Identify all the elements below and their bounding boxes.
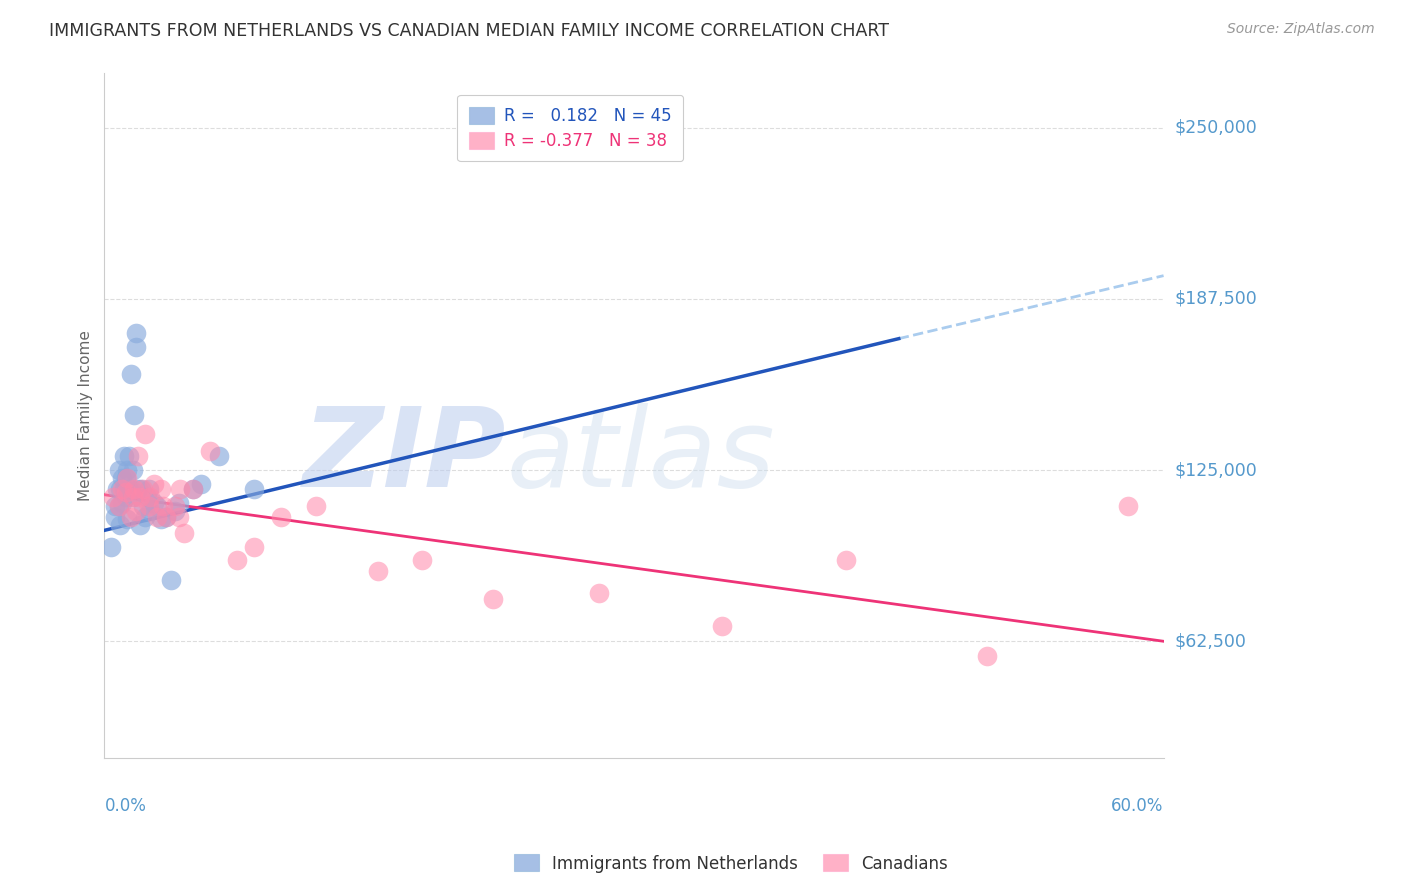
Point [117,512,139,526]
Point [149,512,172,526]
Point [305,499,328,513]
Point [127,483,149,497]
Text: $125,000: $125,000 [1174,461,1257,479]
Point [118,450,141,464]
Point [125,504,148,518]
Point [111,471,134,485]
Point [110,483,132,497]
Point [163,499,186,513]
Point [208,450,231,464]
Point [270,509,292,524]
Point [711,619,734,633]
Point [120,509,142,524]
Point [105,483,128,497]
Point [146,509,169,524]
Point [225,553,247,567]
Point [117,463,139,477]
Point [114,485,136,500]
Legend: R =   0.182   N = 45, R = -0.377   N = 38: R = 0.182 N = 45, R = -0.377 N = 38 [457,95,683,161]
Point [155,509,177,524]
Point [173,526,195,541]
Point [367,565,389,579]
Point [139,504,162,518]
Point [110,517,132,532]
Text: 0.0%: 0.0% [104,797,146,814]
Text: IMMIGRANTS FROM NETHERLANDS VS CANADIAN MEDIAN FAMILY INCOME CORRELATION CHART: IMMIGRANTS FROM NETHERLANDS VS CANADIAN … [49,22,889,40]
Point [120,368,142,382]
Point [167,509,190,524]
Point [104,499,127,513]
Point [121,491,143,505]
Point [181,483,204,497]
Legend: Immigrants from Netherlands, Canadians: Immigrants from Netherlands, Canadians [508,847,955,880]
Point [121,463,143,477]
Point [132,483,155,497]
Text: 60.0%: 60.0% [1111,797,1164,814]
Point [138,483,160,497]
Point [107,499,129,513]
Point [152,499,174,513]
Point [127,450,149,464]
Point [111,496,134,510]
Point [103,491,125,505]
Text: $250,000: $250,000 [1174,119,1257,136]
Point [125,340,148,354]
Point [835,553,858,567]
Text: Source: ZipAtlas.com: Source: ZipAtlas.com [1227,22,1375,37]
Point [124,483,146,497]
Point [107,499,129,513]
Y-axis label: Median Family Income: Median Family Income [79,330,93,500]
Text: $187,500: $187,500 [1174,290,1257,308]
Text: $62,500: $62,500 [1174,632,1247,650]
Text: atlas: atlas [508,403,776,510]
Point [114,471,136,485]
Point [243,540,266,554]
Point [132,499,155,513]
Point [167,496,190,510]
Point [114,491,136,505]
Text: ZIP: ZIP [304,403,508,510]
Point [411,553,433,567]
Point [139,491,162,505]
Point [190,476,212,491]
Point [149,483,172,497]
Point [200,444,222,458]
Point [142,476,165,491]
Point [117,471,139,485]
Point [121,491,143,505]
Point [107,463,129,477]
Point [163,504,186,518]
Point [1116,499,1139,513]
Point [131,483,153,497]
Point [169,483,191,497]
Point [128,517,150,532]
Point [142,496,165,510]
Point [120,483,142,497]
Point [160,573,183,587]
Point [104,509,127,524]
Point [128,491,150,505]
Point [138,499,160,513]
Point [588,586,610,600]
Point [124,409,146,423]
Point [481,591,503,606]
Point [100,540,122,554]
Point [118,483,141,497]
Point [112,483,135,497]
Point [125,326,148,341]
Point [155,509,177,524]
Point [976,649,998,664]
Point [623,143,645,157]
Point [146,499,169,513]
Point [112,450,135,464]
Point [181,483,204,497]
Point [134,509,156,524]
Point [243,483,266,497]
Point [135,491,157,505]
Point [134,427,156,442]
Point [111,483,134,497]
